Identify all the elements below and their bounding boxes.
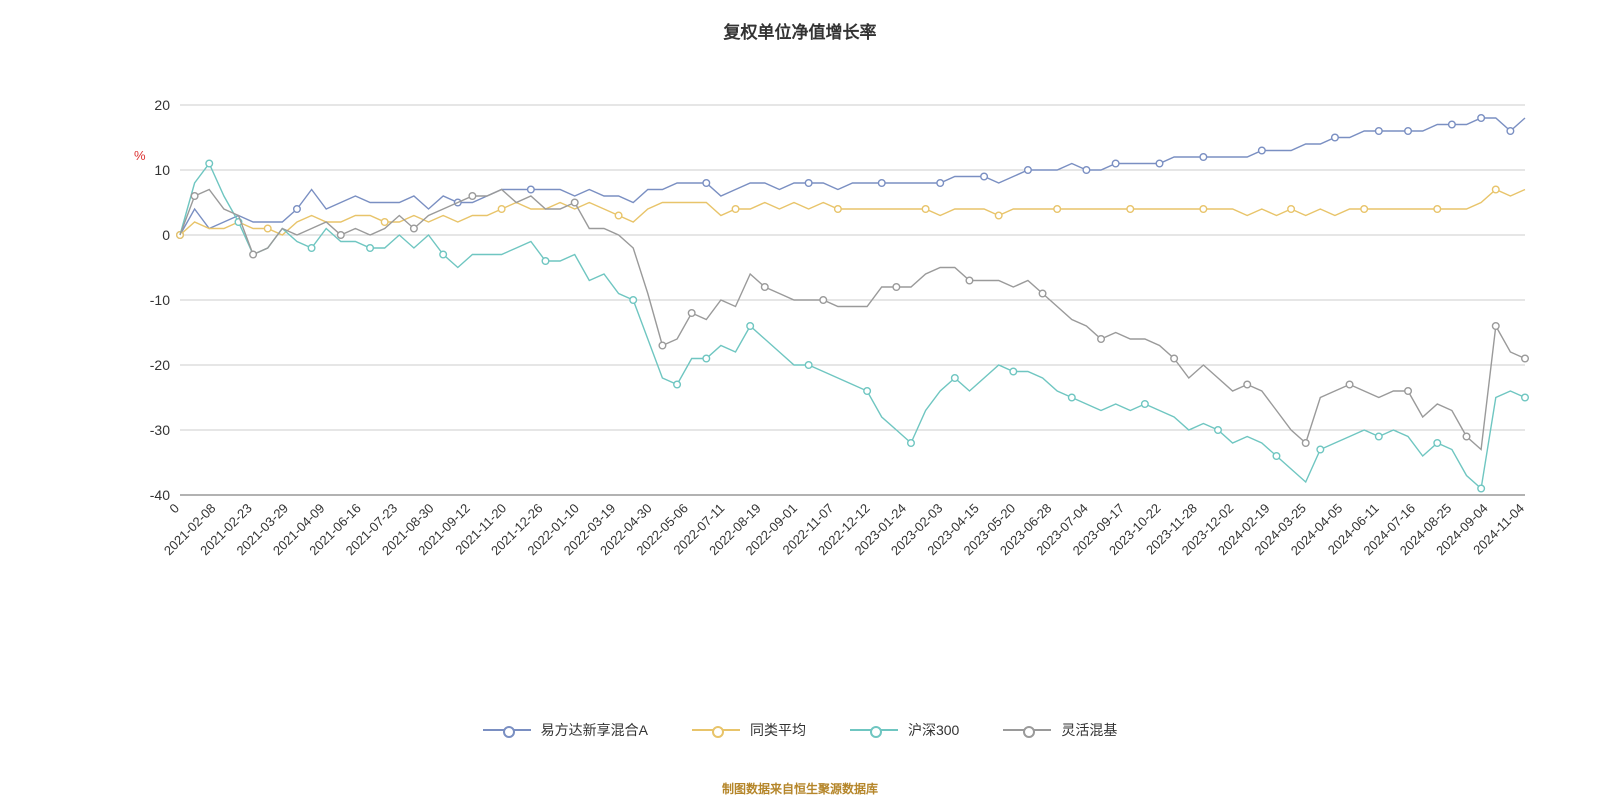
svg-text:-40: -40 [150,487,170,503]
svg-text:20: 20 [154,97,170,113]
svg-text:-10: -10 [150,292,170,308]
svg-text:0: 0 [166,501,182,517]
svg-text:10: 10 [154,162,170,178]
line-chart: 20100-10-20-30-4002021-02-082021-02-2320… [0,0,1600,800]
legend: 易方达新享混合A 同类平均 沪深300 灵活混基 [0,720,1600,742]
legend-label: 沪深300 [908,720,959,740]
svg-text:-30: -30 [150,422,170,438]
footer-note: 制图数据来自恒生聚源数据库 [0,780,1600,797]
legend-label: 灵活混基 [1061,720,1117,740]
svg-text:-20: -20 [150,357,170,373]
legend-item: 灵活混基 [1003,720,1117,740]
legend-item: 易方达新享混合A [483,720,648,740]
svg-text:0: 0 [162,227,170,243]
legend-label: 同类平均 [750,720,806,740]
legend-item: 同类平均 [692,720,806,740]
legend-label: 易方达新享混合A [541,720,648,740]
legend-item: 沪深300 [850,720,959,740]
